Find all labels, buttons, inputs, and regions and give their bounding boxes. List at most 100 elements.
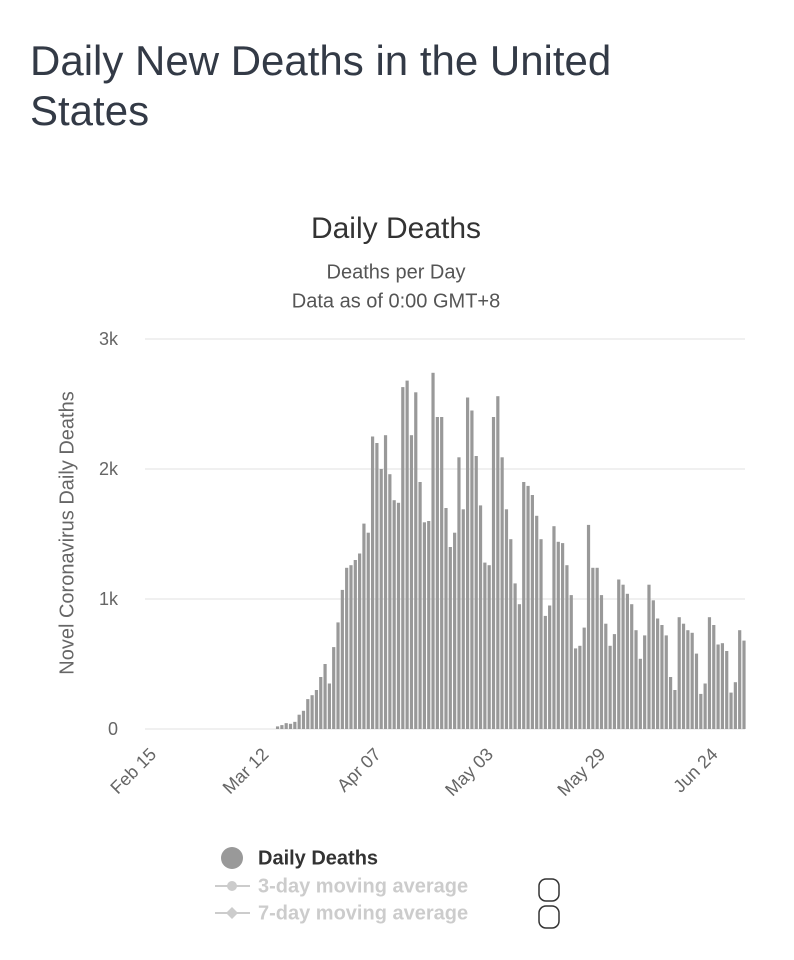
y-tick-label: 3k [99,329,119,349]
bar [349,565,353,729]
bar [578,645,582,729]
bar [280,725,284,729]
bar [422,522,427,729]
bar [608,645,612,729]
y-tick-label: 1k [99,589,119,609]
bar [314,690,319,729]
bar [681,623,686,729]
legend-marker [227,881,237,891]
bar [686,630,690,729]
bar [548,605,552,729]
bar [517,604,522,729]
chart-subtitle: Deaths per Day [327,261,466,283]
x-tick-label: Mar 12 [219,744,273,798]
bar [327,683,331,729]
bar [418,482,422,729]
chart-title: Daily Deaths [311,212,481,245]
bar [306,699,310,729]
bar [621,584,625,729]
bar [738,630,742,729]
bar [720,643,725,729]
bar [345,567,349,729]
bar [487,565,491,729]
bar [453,532,457,729]
bar [699,693,703,729]
bar [712,625,716,729]
bar [664,635,668,729]
bar [729,692,733,729]
bar [677,617,681,729]
bar [561,543,565,729]
y-tick-label: 2k [99,459,119,479]
toggle[interactable] [538,905,560,929]
bar [716,644,720,729]
bar [319,677,323,729]
legend-marker [226,907,238,919]
bar [414,392,418,729]
bar [526,485,530,729]
bar [457,457,461,729]
bar [491,417,496,729]
bar [673,690,677,729]
bar [539,539,543,729]
legend-label[interactable]: 3-day moving average [258,875,468,897]
page-title-1: Daily New Deaths in the United [30,37,611,84]
legend-label[interactable]: 7-day moving average [258,902,468,924]
bar [301,710,306,729]
bar [707,617,712,729]
bar [586,524,591,729]
chart-note: Data as of 0:00 GMT+8 [292,290,500,312]
bar [401,387,405,729]
bar [392,500,396,729]
bar [496,396,500,729]
bar [565,565,569,729]
bar [573,648,578,729]
bar [591,567,595,729]
legend-label[interactable]: Daily Deaths [258,847,378,869]
bar [556,541,560,729]
bar [509,539,513,729]
bar [284,723,288,729]
bar [522,482,526,729]
bar [513,583,517,729]
bar [543,615,547,729]
bar [405,380,409,729]
bar [634,630,638,729]
legend-marker [221,847,243,869]
bar [742,640,746,729]
bar [288,723,293,729]
bar [332,647,336,729]
bar [656,618,660,729]
bar [323,664,327,729]
bar [448,547,452,729]
bar [625,593,629,729]
bar [643,635,647,729]
bar [375,443,379,729]
bar [630,604,634,729]
x-tick-label: May 29 [553,744,609,800]
bar [604,623,608,729]
bar [340,589,344,729]
bar [694,653,699,729]
bar [362,523,366,729]
bar [358,553,362,729]
bar [500,457,504,729]
bar [612,634,617,729]
bar [310,695,314,729]
bar [703,683,707,729]
bar [638,658,642,729]
bar [431,372,435,729]
plot-area: 0 1k 2k 3k Feb 15 Mar 12 Apr 07 May 03 May 29 Jun… [99,329,746,800]
bar [599,595,604,729]
bar [465,397,470,729]
bar [461,509,465,729]
y-tick-label: 0 [108,719,118,739]
bar [336,622,340,729]
bar [530,495,534,729]
bar [275,726,280,729]
bar [370,436,375,729]
x-tick-label: Jun 24 [669,744,721,796]
toggle[interactable] [538,878,560,902]
bar [427,521,431,729]
